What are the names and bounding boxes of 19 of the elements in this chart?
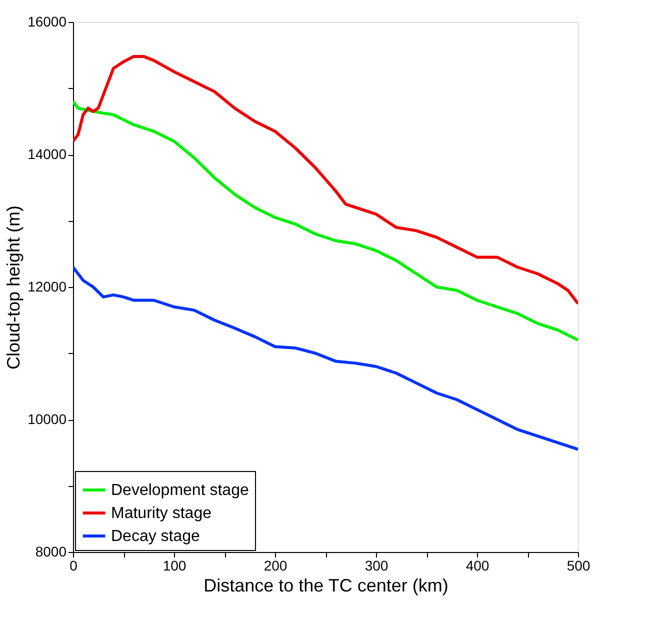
y-tick-label: 14000 bbox=[28, 146, 67, 162]
x-tick-label: 0 bbox=[70, 558, 78, 574]
y-tick-label: 16000 bbox=[28, 14, 67, 30]
legend-label: Development stage bbox=[111, 482, 249, 499]
x-tick-label: 200 bbox=[264, 558, 288, 574]
line-series bbox=[73, 54, 578, 306]
y-tick-label: 12000 bbox=[28, 278, 67, 294]
legend-label: Maturity stage bbox=[111, 505, 212, 522]
x-tick-label: 100 bbox=[162, 558, 186, 574]
y-tick-label: 8000 bbox=[35, 544, 67, 560]
y-tick-label: 10000 bbox=[28, 411, 67, 427]
x-tick-label: 300 bbox=[364, 558, 388, 574]
line-series bbox=[73, 100, 578, 342]
x-tick-label: 400 bbox=[466, 558, 490, 574]
y-axis-title: Cloud-top height (m) bbox=[4, 205, 24, 370]
legend-label: Decay stage bbox=[111, 528, 200, 545]
x-axis-title: Distance to the TC center (km) bbox=[204, 576, 448, 596]
x-tick-label: 500 bbox=[566, 558, 590, 574]
line-series bbox=[73, 266, 578, 451]
